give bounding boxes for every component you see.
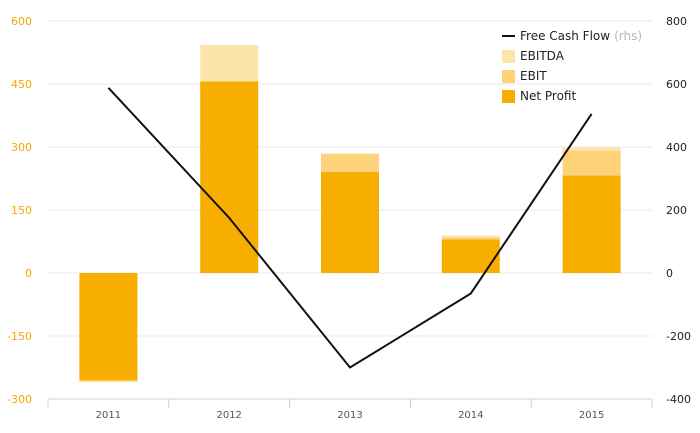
right-tick-label: 0 bbox=[666, 267, 673, 280]
legend-swatch-ebitda bbox=[502, 50, 515, 63]
bar-ebitda-2011 bbox=[79, 380, 138, 383]
bar-net-profit-2011 bbox=[79, 273, 138, 381]
legend-swatch-net-profit bbox=[502, 90, 515, 103]
right-tick-label: -400 bbox=[666, 393, 691, 406]
left-tick-label: 450 bbox=[11, 78, 32, 91]
legend-note-rhs: (rhs) bbox=[614, 29, 642, 43]
left-tick-label: 300 bbox=[11, 141, 32, 154]
bar-ebit-2014 bbox=[441, 237, 500, 240]
right-tick-label: -200 bbox=[666, 330, 691, 343]
bar-ebit-2015 bbox=[562, 150, 621, 176]
legend-swatch-ebit bbox=[502, 70, 515, 83]
left-tick-label: 600 bbox=[11, 15, 32, 28]
bar-ebitda-2014 bbox=[441, 235, 500, 238]
left-tick-label: 0 bbox=[25, 267, 32, 280]
x-tick-label: 2013 bbox=[337, 410, 362, 421]
bars bbox=[79, 44, 621, 383]
legend-label-free-cash-flow: Free Cash Flow bbox=[520, 29, 610, 43]
bar-ebitda-2012 bbox=[200, 44, 259, 82]
bar-net-profit-2014 bbox=[441, 239, 500, 273]
axes: 600 450 300 150 0 -150 -300 800 600 400 200 0 -200 -4… bbox=[7, 15, 691, 421]
x-tick-label: 2015 bbox=[579, 410, 604, 421]
x-tick-label: 2012 bbox=[216, 410, 241, 421]
bar-ebit-2013 bbox=[321, 153, 379, 172]
bar-net-profit-2015 bbox=[562, 175, 621, 273]
right-tick-label: 400 bbox=[666, 141, 687, 154]
free-cash-flow-polyline bbox=[107, 87, 593, 369]
legend-label-ebitda: EBITDA bbox=[520, 49, 565, 63]
legend-label-net-profit: Net Profit bbox=[520, 89, 576, 103]
bar-net-profit-2013 bbox=[321, 171, 379, 273]
x-tick-label: 2011 bbox=[96, 410, 121, 421]
left-tick-label: -150 bbox=[7, 330, 32, 343]
legend: Free Cash Flow (rhs) EBITDA EBIT Net Profit bbox=[502, 29, 642, 103]
right-tick-label: 600 bbox=[666, 78, 687, 91]
legend-label-ebit: EBIT bbox=[520, 69, 547, 83]
right-tick-label: 200 bbox=[666, 204, 687, 217]
free-cash-flow-line bbox=[107, 87, 593, 369]
bar-ebitda-2015 bbox=[562, 147, 621, 151]
left-tick-label: 150 bbox=[11, 204, 32, 217]
left-tick-label: -300 bbox=[7, 393, 32, 406]
x-tick-label: 2014 bbox=[458, 410, 483, 421]
right-tick-label: 800 bbox=[666, 15, 687, 28]
